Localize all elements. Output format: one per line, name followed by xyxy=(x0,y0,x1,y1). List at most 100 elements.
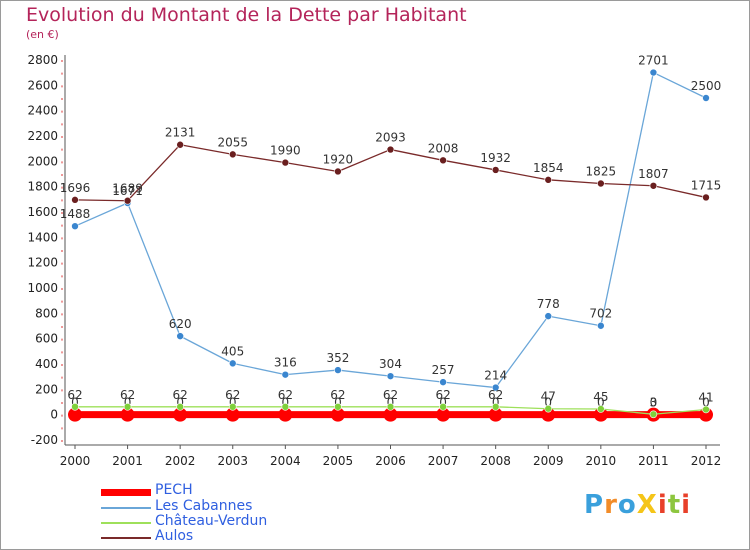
y-tick-label: 2000 xyxy=(27,154,58,168)
data-label-pech: 0 xyxy=(176,396,184,410)
data-label-les-cabannes: 304 xyxy=(379,357,402,371)
x-tick-label: 2006 xyxy=(375,454,406,468)
data-point-aulos xyxy=(702,193,710,202)
data-point-les-cabannes xyxy=(491,383,500,392)
data-point-les-cabannes xyxy=(597,321,605,330)
data-label-aulos: 1696 xyxy=(60,181,91,195)
data-label-aulos: 2093 xyxy=(375,131,406,145)
logo-letter: i xyxy=(657,490,668,520)
series-line-les-cabannes xyxy=(74,71,707,389)
data-point-les-cabannes xyxy=(334,366,342,374)
data-point-les-cabannes xyxy=(386,372,395,380)
data-point-ch-teau-verdun xyxy=(334,403,342,411)
y-tick-label: 600 xyxy=(35,332,58,346)
data-label-aulos: 1689 xyxy=(112,182,143,196)
data-point-les-cabannes xyxy=(281,370,290,379)
data-label-pech: 0 xyxy=(124,396,132,410)
data-point-aulos xyxy=(71,196,79,204)
x-tick-label: 2009 xyxy=(533,454,564,468)
data-point-pech xyxy=(225,407,240,422)
legend-label-pech: PECH xyxy=(155,482,193,498)
data-point-aulos xyxy=(176,140,184,149)
logo-letter: r xyxy=(604,490,618,520)
data-label-pech: 0 xyxy=(439,396,447,410)
y-tick-label: 1600 xyxy=(27,205,58,219)
data-label-aulos: 1825 xyxy=(586,165,617,179)
data-point-ch-teau-verdun xyxy=(281,403,290,411)
data-label-les-cabannes: 2701 xyxy=(638,54,669,68)
logo-letter: i xyxy=(681,490,692,520)
data-point-les-cabannes xyxy=(439,378,447,386)
data-label-ch-teau-verdun: 62 xyxy=(383,388,398,402)
data-point-aulos xyxy=(281,158,290,167)
data-label-pech: 0 xyxy=(71,396,79,410)
data-label-ch-teau-verdun: 62 xyxy=(278,388,293,402)
data-label-ch-teau-verdun: 62 xyxy=(173,388,188,402)
data-label-pech: 0 xyxy=(387,396,395,410)
data-label-ch-teau-verdun: 45 xyxy=(593,390,608,404)
data-point-ch-teau-verdun xyxy=(176,403,184,411)
data-label-aulos: 2055 xyxy=(217,135,248,149)
data-point-pech xyxy=(120,407,135,422)
data-label-aulos: 1990 xyxy=(270,144,301,158)
y-tick-label: 2400 xyxy=(27,104,58,118)
data-point-ch-teau-verdun xyxy=(597,405,605,413)
data-point-ch-teau-verdun xyxy=(649,410,658,419)
x-tick-label: 2005 xyxy=(323,454,354,468)
data-label-aulos: 1920 xyxy=(323,152,354,166)
logo-letter: P xyxy=(584,490,605,520)
data-point-les-cabannes xyxy=(176,332,184,340)
data-label-pech: 0 xyxy=(650,396,658,410)
data-label-ch-teau-verdun: 47 xyxy=(541,390,556,404)
data-label-les-cabannes: 702 xyxy=(589,307,612,321)
data-label-pech: 0 xyxy=(597,396,605,410)
data-point-ch-teau-verdun xyxy=(386,403,395,411)
x-tick-label: 2001 xyxy=(112,454,143,468)
data-label-les-cabannes: 1671 xyxy=(112,184,143,198)
data-point-aulos xyxy=(439,156,447,165)
data-label-ch-teau-verdun: 62 xyxy=(435,388,450,402)
data-point-aulos xyxy=(544,176,553,184)
data-label-aulos: 1807 xyxy=(638,167,669,181)
x-tick-label: 2000 xyxy=(60,454,91,468)
x-tick-label: 2008 xyxy=(480,454,511,468)
legend-label-aulos: Aulos xyxy=(155,528,194,544)
logo-letter: X xyxy=(636,490,658,520)
data-point-ch-teau-verdun xyxy=(544,404,553,413)
data-point-ch-teau-verdun xyxy=(123,403,132,411)
x-tick-label: 2003 xyxy=(217,454,248,468)
legend-swatch-aulos xyxy=(101,537,151,539)
legend-label-chateau-verdun: Château-Verdun xyxy=(155,513,268,529)
x-tick-label: 2004 xyxy=(270,454,301,468)
data-point-aulos xyxy=(228,150,237,159)
data-label-ch-teau-verdun: 62 xyxy=(120,388,135,402)
data-point-aulos xyxy=(386,145,395,154)
data-label-aulos: 1715 xyxy=(691,178,722,192)
data-point-les-cabannes xyxy=(649,68,658,77)
data-point-aulos xyxy=(334,167,342,176)
y-tick-label: 800 xyxy=(35,306,58,320)
y-tick-label: 0 xyxy=(50,408,58,422)
data-point-pech xyxy=(488,407,503,422)
data-label-les-cabannes: 257 xyxy=(432,363,455,377)
data-label-les-cabannes: 1488 xyxy=(60,207,91,221)
logo-letter: o xyxy=(617,490,637,520)
data-label-ch-teau-verdun: 62 xyxy=(488,388,503,402)
y-tick-label: 2800 xyxy=(27,53,58,67)
data-label-les-cabannes: 2500 xyxy=(691,79,722,93)
data-label-pech: 0 xyxy=(702,396,710,410)
data-label-ch-teau-verdun: 41 xyxy=(698,390,713,404)
y-tick-label: 1800 xyxy=(27,180,58,194)
data-point-les-cabannes xyxy=(702,94,710,102)
data-point-pech xyxy=(330,407,345,422)
data-point-pech xyxy=(541,407,556,422)
x-tick-label: 2007 xyxy=(428,454,459,468)
x-tick-label: 2010 xyxy=(586,454,617,468)
y-tick-label: 2600 xyxy=(27,78,58,92)
x-tick-label: 2012 xyxy=(691,454,722,468)
data-label-aulos: 1932 xyxy=(480,151,511,165)
logo-letter: t xyxy=(667,490,682,520)
data-point-pech xyxy=(68,407,82,422)
proxiti-logo: ProXiti xyxy=(584,490,691,520)
